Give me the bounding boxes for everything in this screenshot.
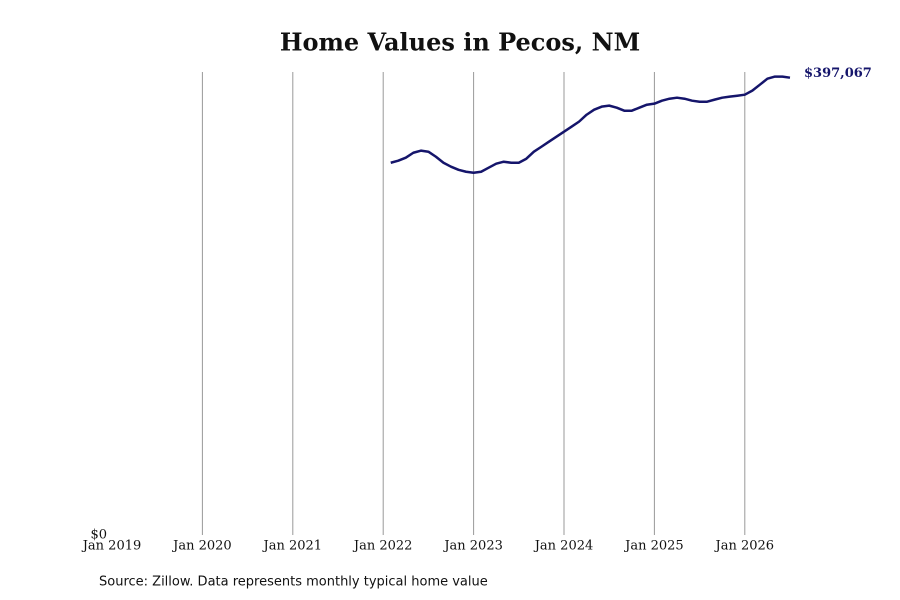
x-tick-label: Jan 2023 xyxy=(442,539,503,554)
x-tick-label: Jan 2020 xyxy=(171,539,232,554)
line-series xyxy=(390,75,791,175)
x-tick-label: Jan 2019 xyxy=(81,539,142,554)
chart-title: Home Values in Pecos, NM xyxy=(280,28,640,57)
source-note: Source: Zillow. Data represents monthly … xyxy=(99,575,488,590)
x-tick-label: Jan 2024 xyxy=(533,539,594,554)
y-tick-label: $0 xyxy=(90,528,107,543)
x-tick-label: Jan 2026 xyxy=(714,539,775,554)
x-tick-label: Jan 2025 xyxy=(623,539,684,554)
x-tick-label: Jan 2021 xyxy=(262,539,323,554)
x-tick-label: Jan 2022 xyxy=(352,539,413,554)
value-label: $397,067 xyxy=(804,66,872,81)
